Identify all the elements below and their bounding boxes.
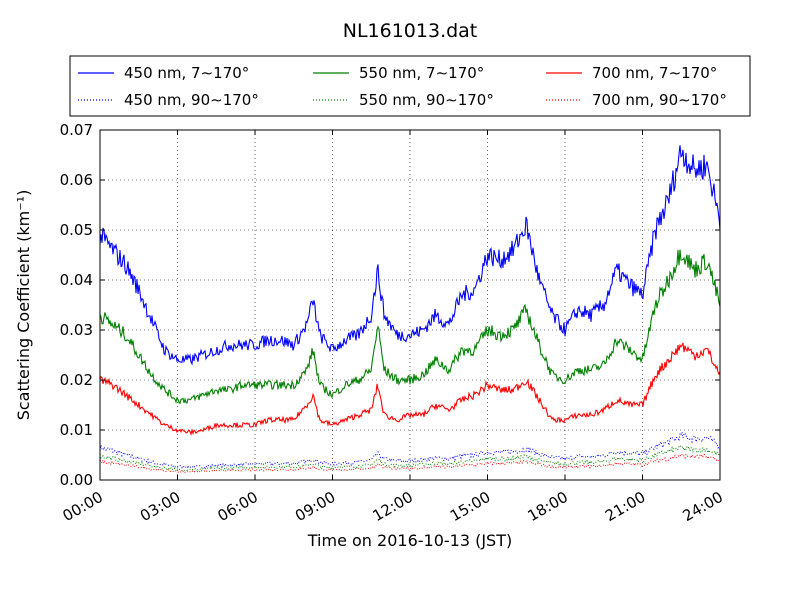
x-axis-label: Time on 2016-10-13 (JST) <box>307 531 512 550</box>
legend: 450 nm, 7∼170° 450 nm, 90∼170° 550 nm, 7∼1… <box>69 55 751 117</box>
y-tick-label: 0.01 <box>60 421 93 439</box>
series-line-3 <box>99 249 721 405</box>
x-tick-label: 00:00 <box>60 488 106 525</box>
y-tick-label: 0.03 <box>60 321 93 339</box>
plot-background <box>100 130 720 480</box>
y-tick-label: 0.02 <box>60 371 93 389</box>
series-line-4 <box>99 444 721 472</box>
legend-label: 450 nm, 7∼170° <box>124 64 249 82</box>
legend-label: 450 nm, 90∼170° <box>124 91 259 109</box>
series-line-6 <box>99 453 721 474</box>
x-tick-label: 09:00 <box>292 488 338 525</box>
legend-label: 700 nm, 90∼170° <box>592 91 727 109</box>
x-tick-label: 03:00 <box>137 488 183 525</box>
series-line-5 <box>99 342 721 437</box>
plot-area: 00:00 03:00 06:00 09:00 12:00 15:00 18:00 21:00… <box>60 121 726 525</box>
series-layer <box>99 145 721 474</box>
x-tick-label: 15:00 <box>447 488 493 525</box>
x-tick-label: 06:00 <box>215 488 261 525</box>
x-tick-label: 18:00 <box>525 488 571 525</box>
x-tick-label: 21:00 <box>602 488 648 525</box>
legend-frame <box>69 55 751 117</box>
y-tick-label: 0.00 <box>60 471 93 489</box>
y-tick-label: 0.05 <box>60 221 93 239</box>
chart-title: NL161013.dat <box>343 20 478 42</box>
legend-label: 700 nm, 7∼170° <box>592 64 717 82</box>
grid <box>100 130 720 480</box>
legend-label: 550 nm, 7∼170° <box>359 64 484 82</box>
series-line-1 <box>99 145 721 366</box>
y-tick-label: 0.04 <box>60 271 93 289</box>
y-tick-label: 0.06 <box>60 171 93 189</box>
y-tick-label: 0.07 <box>60 121 93 139</box>
legend-label: 550 nm, 90∼170° <box>359 91 494 109</box>
y-axis-label: Scattering Coefficient (km⁻¹) <box>14 190 33 421</box>
x-tick-label: 24:00 <box>680 488 726 525</box>
x-tick-label: 12:00 <box>370 488 416 525</box>
